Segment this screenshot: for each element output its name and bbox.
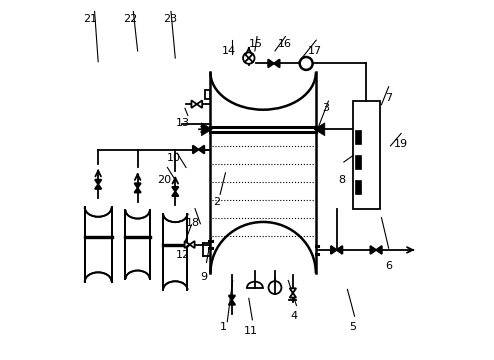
Polygon shape (199, 145, 205, 153)
Text: 2: 2 (213, 197, 220, 207)
Polygon shape (268, 59, 274, 67)
Text: 4: 4 (290, 311, 297, 321)
Polygon shape (336, 246, 342, 254)
Polygon shape (289, 293, 296, 298)
Polygon shape (197, 100, 202, 108)
Text: 12: 12 (175, 250, 190, 260)
Bar (163, 213, 187, 290)
Bar (210, 72, 316, 273)
Ellipse shape (125, 270, 150, 288)
Text: 11: 11 (244, 325, 257, 336)
Text: 3: 3 (323, 103, 329, 113)
Text: 15: 15 (249, 39, 263, 49)
Polygon shape (193, 145, 199, 153)
Bar (355, 155, 362, 169)
Bar (355, 130, 362, 144)
Polygon shape (202, 123, 212, 136)
Text: 23: 23 (163, 14, 177, 24)
Polygon shape (370, 246, 376, 254)
Polygon shape (185, 241, 190, 248)
Text: 14: 14 (222, 46, 236, 56)
Text: 5: 5 (349, 322, 356, 332)
Text: 13: 13 (175, 118, 190, 128)
Bar (205, 90, 210, 99)
Polygon shape (134, 188, 141, 193)
Text: 9: 9 (201, 272, 207, 282)
Polygon shape (134, 183, 141, 188)
Polygon shape (376, 246, 382, 254)
Polygon shape (95, 180, 101, 184)
Text: 19: 19 (394, 139, 408, 149)
Ellipse shape (85, 273, 112, 291)
Text: 21: 21 (83, 14, 97, 24)
Polygon shape (172, 187, 178, 192)
Bar (355, 180, 362, 194)
Text: 8: 8 (338, 175, 346, 185)
Polygon shape (229, 296, 235, 300)
Text: 10: 10 (166, 153, 180, 163)
Bar (85, 207, 112, 282)
Polygon shape (95, 184, 101, 189)
Polygon shape (289, 288, 296, 293)
Polygon shape (172, 192, 178, 196)
Bar (353, 101, 380, 209)
Bar (125, 210, 150, 279)
Polygon shape (274, 59, 280, 67)
Polygon shape (190, 241, 195, 248)
Polygon shape (331, 246, 336, 254)
Text: 18: 18 (186, 218, 200, 228)
Text: 17: 17 (308, 46, 322, 56)
Polygon shape (191, 100, 197, 108)
Polygon shape (314, 123, 325, 136)
Text: 22: 22 (124, 14, 137, 24)
Ellipse shape (163, 281, 187, 298)
Text: 1: 1 (220, 322, 227, 332)
Polygon shape (229, 300, 235, 305)
Text: 16: 16 (278, 39, 291, 49)
Text: 6: 6 (385, 261, 392, 271)
Text: 20: 20 (158, 175, 171, 185)
Text: 7: 7 (385, 93, 392, 103)
